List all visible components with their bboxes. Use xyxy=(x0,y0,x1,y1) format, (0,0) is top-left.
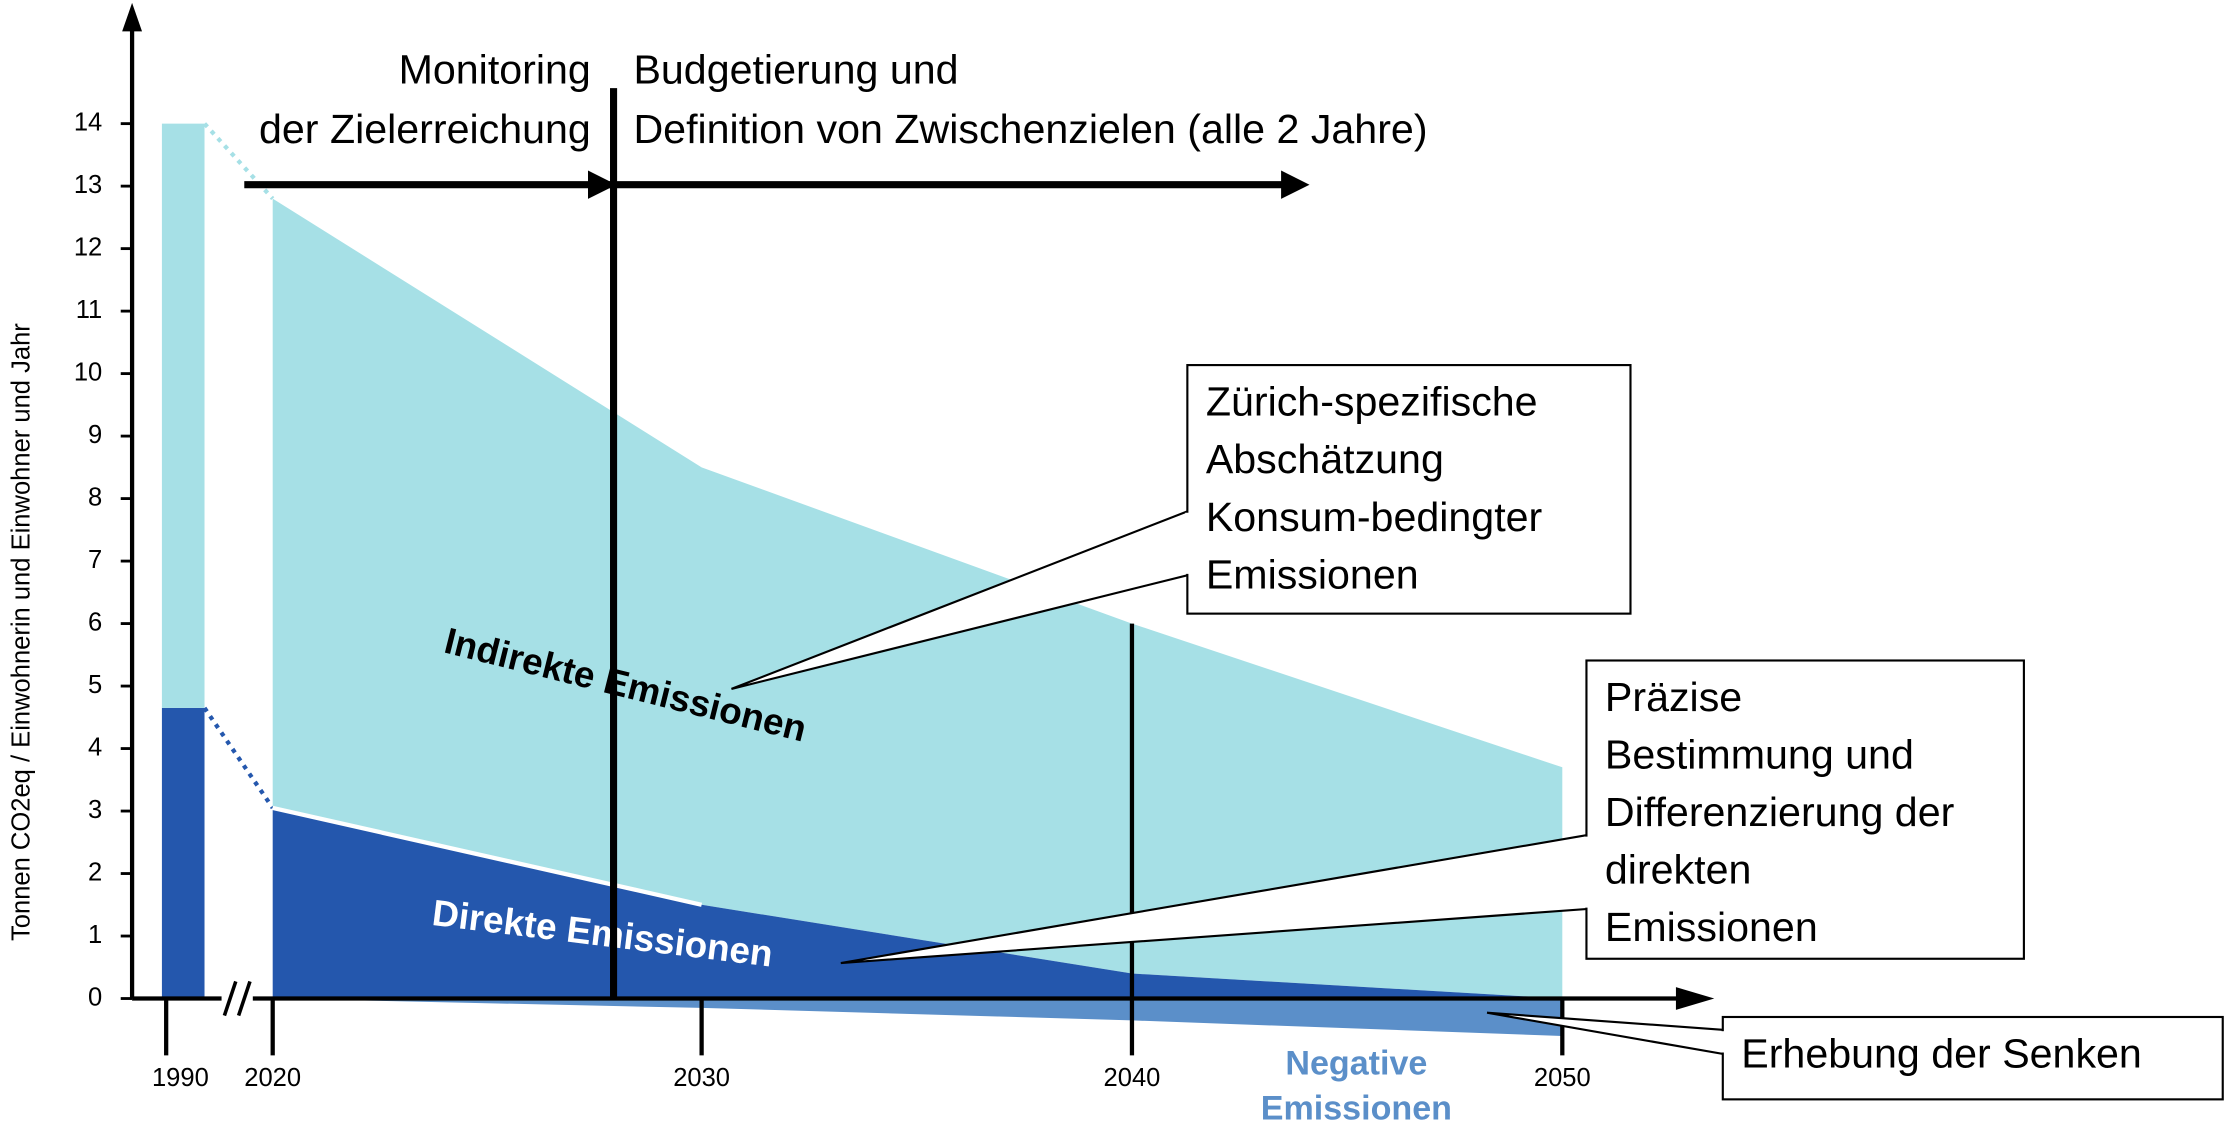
callout-text: Abschätzung xyxy=(1206,436,1444,482)
callout-box xyxy=(1721,1015,2224,1101)
callout-box xyxy=(1585,659,2025,960)
area-indirect xyxy=(272,198,1563,999)
areas xyxy=(161,122,1563,1037)
x-tick-label: 2030 xyxy=(673,1064,730,1092)
y-tick-label: 3 xyxy=(88,796,102,824)
y-tick-label: 6 xyxy=(88,608,102,636)
callout-text: direkten xyxy=(1605,847,1751,893)
arrowhead xyxy=(587,170,617,199)
y-tick-label: 5 xyxy=(88,671,102,699)
x-tick-label: 2050 xyxy=(1534,1064,1591,1092)
bar xyxy=(161,707,205,999)
y-tick-label: 8 xyxy=(88,483,102,511)
callout-text: Zürich-spezifische xyxy=(1206,379,1538,425)
y-tick-label: 1 xyxy=(88,921,102,949)
y-tick-label: 2 xyxy=(88,858,102,886)
callout-text: Differenzierung der xyxy=(1605,789,1955,835)
callout-text: Konsum-bedingter xyxy=(1206,494,1543,540)
callout-text: Emissionen xyxy=(1206,551,1419,597)
y-tick-label: 4 xyxy=(88,733,102,761)
x-tick-label: 2020 xyxy=(244,1064,301,1092)
y-arrow xyxy=(122,2,143,32)
y-tick-label: 0 xyxy=(88,983,102,1011)
y-tick-label: 13 xyxy=(74,171,102,199)
break-mark xyxy=(222,980,238,1017)
annotation: der Zielerreichung xyxy=(259,106,591,152)
bar xyxy=(161,123,205,708)
x-tick-label: 2040 xyxy=(1104,1064,1161,1092)
y-tick-label: 12 xyxy=(74,233,102,261)
area-direct xyxy=(272,807,1563,999)
y-tick-label: 7 xyxy=(88,546,102,574)
y-tick-label: 14 xyxy=(74,108,102,136)
series-label: Emissionen xyxy=(1261,1090,1452,1125)
y-tick-label: 10 xyxy=(74,358,102,386)
callout-text: Bestimmung und xyxy=(1605,732,1914,778)
x-arrow xyxy=(1675,987,1715,1010)
break-mark xyxy=(236,980,252,1017)
y-tick-label: 9 xyxy=(88,421,102,449)
annotation: Budgetierung und xyxy=(633,46,958,92)
x-tick-label: 1990 xyxy=(152,1064,209,1092)
series-label: Negative xyxy=(1285,1044,1427,1082)
annotation: Monitoring xyxy=(399,46,591,92)
callout-text: Präzise xyxy=(1605,674,1742,720)
y-axis-label: Tonnen CO2eq / Einwohnerin und Einwohner… xyxy=(7,323,35,941)
annotation: Definition von Zwischenzielen (alle 2 Ja… xyxy=(633,106,1427,152)
area-negative xyxy=(272,998,1563,1037)
arrowhead xyxy=(1281,170,1310,199)
connector xyxy=(202,122,275,201)
callout-text: Erhebung der Senken xyxy=(1741,1031,2142,1077)
y-tick-label: 11 xyxy=(76,296,103,324)
callout-box xyxy=(1186,364,1632,615)
direct-edge xyxy=(272,805,703,907)
connector xyxy=(202,706,275,810)
callout-text: Emissionen xyxy=(1605,904,1818,950)
